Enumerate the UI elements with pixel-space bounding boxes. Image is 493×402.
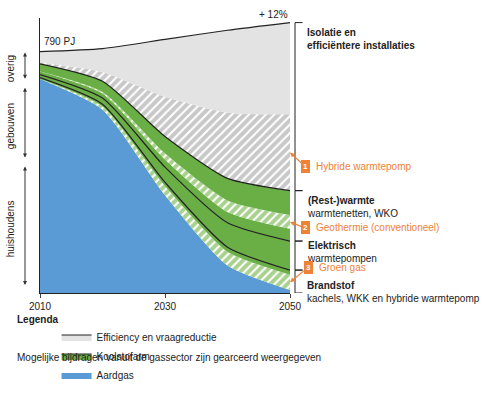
svg-text:Hybride warmtepomp: Hybride warmtepomp — [316, 161, 411, 172]
svg-text:3: 3 — [306, 263, 311, 272]
svg-text:Efficiency en vraagreductie: Efficiency en vraagreductie — [97, 332, 217, 343]
svg-text:Geothermie (conventioneel): Geothermie (conventioneel) — [316, 222, 439, 233]
svg-text:Isolatie enefficiëntere instal: Isolatie enefficiëntere installaties — [307, 27, 415, 51]
svg-text:Aardgas: Aardgas — [97, 370, 134, 381]
svg-text:2: 2 — [303, 223, 308, 232]
svg-text:Elektrischwarmtepompen: Elektrischwarmtepompen — [307, 240, 377, 264]
svg-text:Koolstofarm: Koolstofarm — [97, 351, 150, 362]
svg-text:Legenda: Legenda — [17, 314, 59, 325]
svg-text:Mogelijke bijdragen vanuit de: Mogelijke bijdragen vanuit de gassector … — [17, 352, 321, 363]
svg-text:(Rest-)warmtewarmtenetten, WKO: (Rest-)warmtewarmtenetten, WKO — [307, 195, 398, 219]
svg-text:2050: 2050 — [279, 301, 302, 312]
svg-text:+ 12%: + 12% — [259, 9, 288, 20]
svg-text:Groen gas: Groen gas — [319, 262, 366, 273]
svg-text:2010: 2010 — [29, 301, 52, 312]
svg-text:Brandstofkachels, WKK en hybri: Brandstofkachels, WKK en hybride warmtep… — [307, 280, 480, 304]
svg-text:huishoudens: huishoudens — [5, 201, 16, 258]
svg-text:overig: overig — [5, 55, 16, 82]
svg-text:790 PJ: 790 PJ — [44, 36, 75, 47]
svg-text:gebouwen: gebouwen — [5, 103, 16, 149]
svg-text:2030: 2030 — [154, 301, 177, 312]
svg-text:1: 1 — [303, 162, 308, 171]
